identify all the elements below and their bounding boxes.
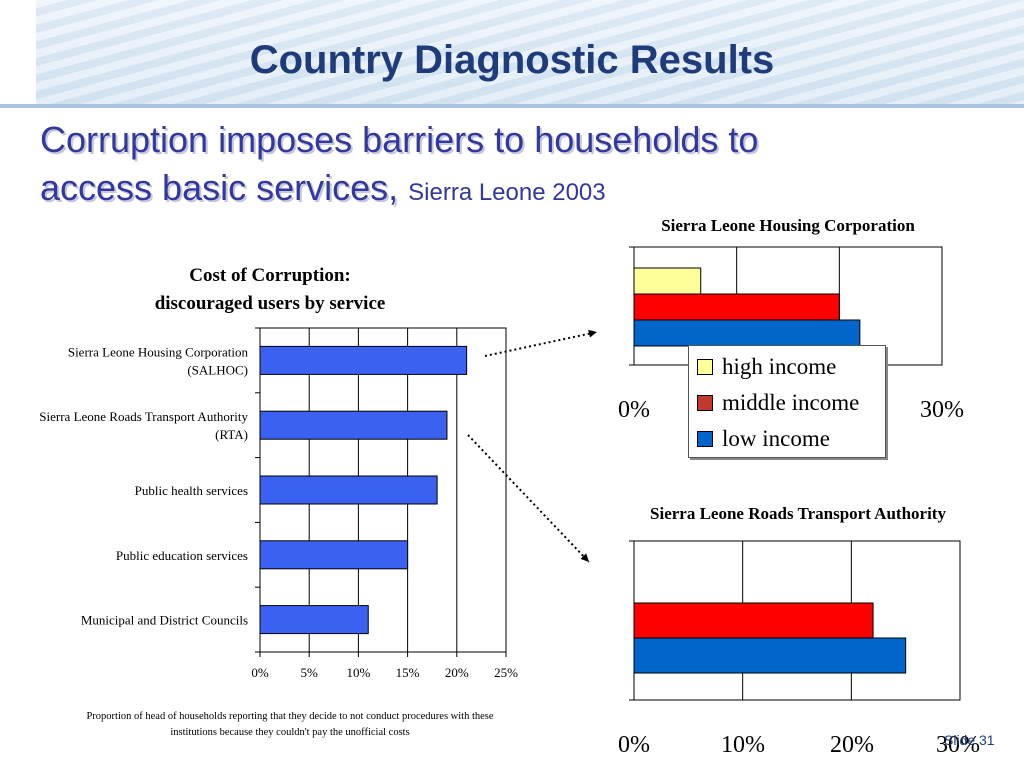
- housing-chart-legend: high income middle income low income: [688, 345, 886, 458]
- arrow-to-housing-chart-head: [588, 329, 597, 338]
- arrow-to-roads-chart: [467, 434, 590, 563]
- legend-entry-high-income: high income: [697, 352, 836, 382]
- housing-bar: [633, 267, 702, 295]
- main-bar: [259, 345, 468, 375]
- roads-x-tick-label: 30%: [936, 732, 980, 758]
- main-category-label: (RTA): [215, 427, 248, 442]
- legend-swatch-low-income: [697, 431, 713, 447]
- main-bar: [259, 410, 448, 440]
- roads-chart-title: Sierra Leone Roads Transport Authority: [650, 504, 946, 523]
- legend-label-high-income: high income: [722, 354, 837, 379]
- roads-bar: [633, 602, 874, 639]
- main-chart-title-line-1: Cost of Corruption:: [189, 265, 351, 286]
- legend-entry-low-income: low income: [697, 424, 830, 454]
- housing-x-tick-label: 30%: [920, 397, 964, 423]
- housing-bar: [633, 293, 840, 321]
- legend-label-low-income: low income: [722, 426, 830, 451]
- slide-subtitle: Corruption imposes barriers to household…: [40, 116, 940, 217]
- main-chart-title: Cost of Corruption: discouraged users by…: [120, 262, 420, 318]
- main-category-label: Public education services: [116, 548, 248, 563]
- slide-number: Slide 31: [944, 732, 995, 748]
- main-category-label: Sierra Leone Roads Transport Authority: [39, 409, 248, 424]
- legend-entry-middle-income: middle income: [697, 388, 859, 418]
- main-x-tick-label: 25%: [494, 665, 518, 680]
- arrow-to-housing-chart: [484, 331, 598, 357]
- main-x-tick-label: 0%: [251, 665, 269, 680]
- main-chart-title-line-2: discouraged users by service: [154, 293, 386, 314]
- subtitle-line-1: Corruption imposes barriers to household…: [40, 119, 759, 160]
- roads-x-tick-label: 10%: [721, 732, 765, 758]
- roads-x-tick-label: 20%: [830, 732, 874, 758]
- housing-x-tick-label: 0%: [618, 397, 650, 423]
- main-bar: [259, 475, 438, 505]
- housing-chart-title: Sierra Leone Housing Corporation: [661, 216, 915, 235]
- arrow-to-roads-chart-head: [580, 553, 589, 562]
- main-x-tick-label: 5%: [301, 665, 319, 680]
- legend-swatch-high-income: [697, 359, 713, 375]
- main-bar: [259, 540, 409, 570]
- legend-swatch-middle-income: [697, 395, 713, 411]
- main-bar: [259, 605, 369, 635]
- main-x-tick-label: 15%: [396, 665, 420, 680]
- legend-label-middle-income: middle income: [722, 390, 860, 415]
- main-category-label: Sierra Leone Housing Corporation: [68, 344, 249, 359]
- main-category-label: Public health services: [135, 483, 248, 498]
- footnote-line-2: institutions because they couldn't pay t…: [170, 727, 410, 738]
- main-category-label: Municipal and District Councils: [81, 613, 248, 628]
- slide-title: Country Diagnostic Results: [249, 38, 775, 82]
- housing-bar: [633, 319, 861, 347]
- left-band: [0, 0, 36, 106]
- roads-x-tick-label: 0%: [618, 732, 650, 758]
- subtitle-country-year: Sierra Leone 2003: [408, 179, 606, 206]
- main-x-tick-label: 10%: [346, 665, 370, 680]
- title-divider: [0, 104, 1024, 108]
- roads-bar: [633, 637, 907, 674]
- title-banner: [36, 0, 1024, 106]
- main-x-tick-label: 20%: [445, 665, 469, 680]
- chart-footnote: Proportion of head of households reporti…: [40, 709, 540, 741]
- main-category-label: (SALHOC): [187, 362, 248, 377]
- footnote-line-1: Proportion of head of households reporti…: [86, 711, 494, 722]
- subtitle-line-2: access basic services,: [40, 167, 399, 208]
